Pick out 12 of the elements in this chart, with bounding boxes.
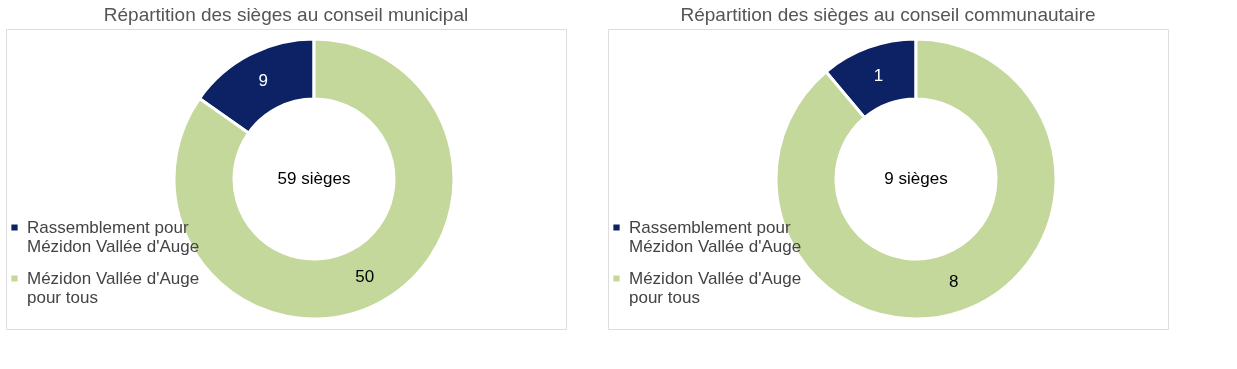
text: 59 sièges	[277, 169, 351, 188]
chart-title: Répartition des sièges au conseil communautaire	[680, 4, 1096, 25]
legend-label: Mézidon Vallée d'Auge pour tous	[27, 268, 200, 307]
data-label: 9	[258, 71, 269, 91]
chart-title: Répartition des sièges au conseil municipal	[103, 4, 469, 25]
legend-label: Rassemblement pour Mézidon Vallée d'Auge	[629, 217, 802, 256]
data-label: 1	[873, 65, 884, 85]
legend-label: Rassemblement pour Mézidon Vallée d'Auge	[27, 217, 200, 256]
data-label: 8	[948, 272, 959, 292]
data-label: 50	[355, 266, 375, 286]
text: 9 sièges	[884, 169, 948, 188]
legend-label: Mézidon Vallée d'Auge pour tous	[629, 268, 802, 307]
